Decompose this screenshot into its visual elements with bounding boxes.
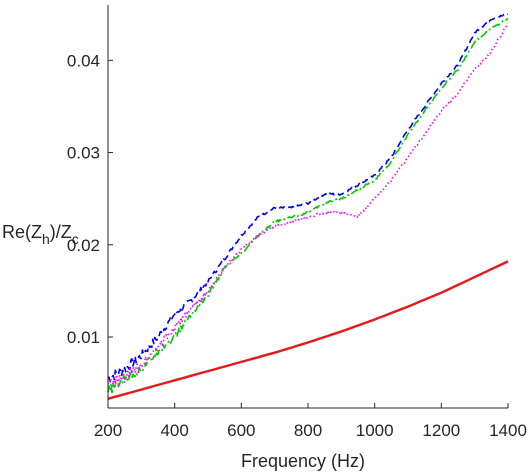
x-tick-label: 800 [294, 421, 322, 440]
x-axis-label: Frequency (Hz) [241, 451, 365, 471]
x-axis-ticks: 200 400 600 800 1000 1200 1400 [94, 403, 527, 440]
y-tick-label: 0.03 [67, 144, 100, 163]
y-tick-label: 0.02 [67, 236, 100, 255]
x-tick-label: 200 [94, 421, 122, 440]
x-tick-label: 400 [160, 421, 188, 440]
y-tick-label: 0.01 [67, 328, 100, 347]
y-axis-label: Re(Zh)/Zc [2, 222, 79, 247]
y-label-mid: )/Z [50, 222, 72, 242]
plot-area [107, 13, 509, 400]
x-tick-label: 1400 [489, 421, 527, 440]
series-line-3 [107, 22, 509, 388]
x-tick-label: 1200 [422, 421, 460, 440]
series-line-4 [107, 260, 509, 400]
series-line-1 [107, 13, 509, 383]
y-tick-label: 0.04 [67, 51, 100, 70]
x-tick-label: 1000 [356, 421, 394, 440]
x-tick-label: 600 [227, 421, 255, 440]
y-label-base: Re(Z [2, 222, 42, 242]
y-axis-ticks: 0.01 0.02 0.03 0.04 [67, 51, 113, 347]
y-label-sub-h: h [42, 231, 50, 247]
y-label-sub-c: c [72, 231, 79, 247]
